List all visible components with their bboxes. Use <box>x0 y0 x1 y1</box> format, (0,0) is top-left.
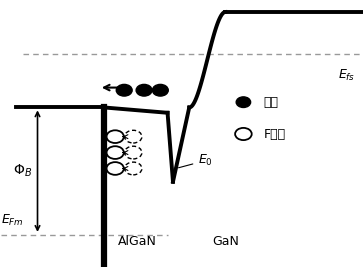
Text: F离子: F离子 <box>263 128 285 140</box>
Text: $E_{Fm}$: $E_{Fm}$ <box>1 213 24 228</box>
Circle shape <box>153 84 168 96</box>
Text: $E_{fs}$: $E_{fs}$ <box>338 68 355 83</box>
Text: 电子: 电子 <box>263 96 278 109</box>
Circle shape <box>116 84 132 96</box>
Text: $\Phi_B$: $\Phi_B$ <box>13 163 32 179</box>
Text: $E_0$: $E_0$ <box>178 153 213 168</box>
Text: GaN: GaN <box>212 235 239 248</box>
Circle shape <box>236 97 251 107</box>
Circle shape <box>136 84 152 96</box>
Text: AlGaN: AlGaN <box>118 235 156 248</box>
